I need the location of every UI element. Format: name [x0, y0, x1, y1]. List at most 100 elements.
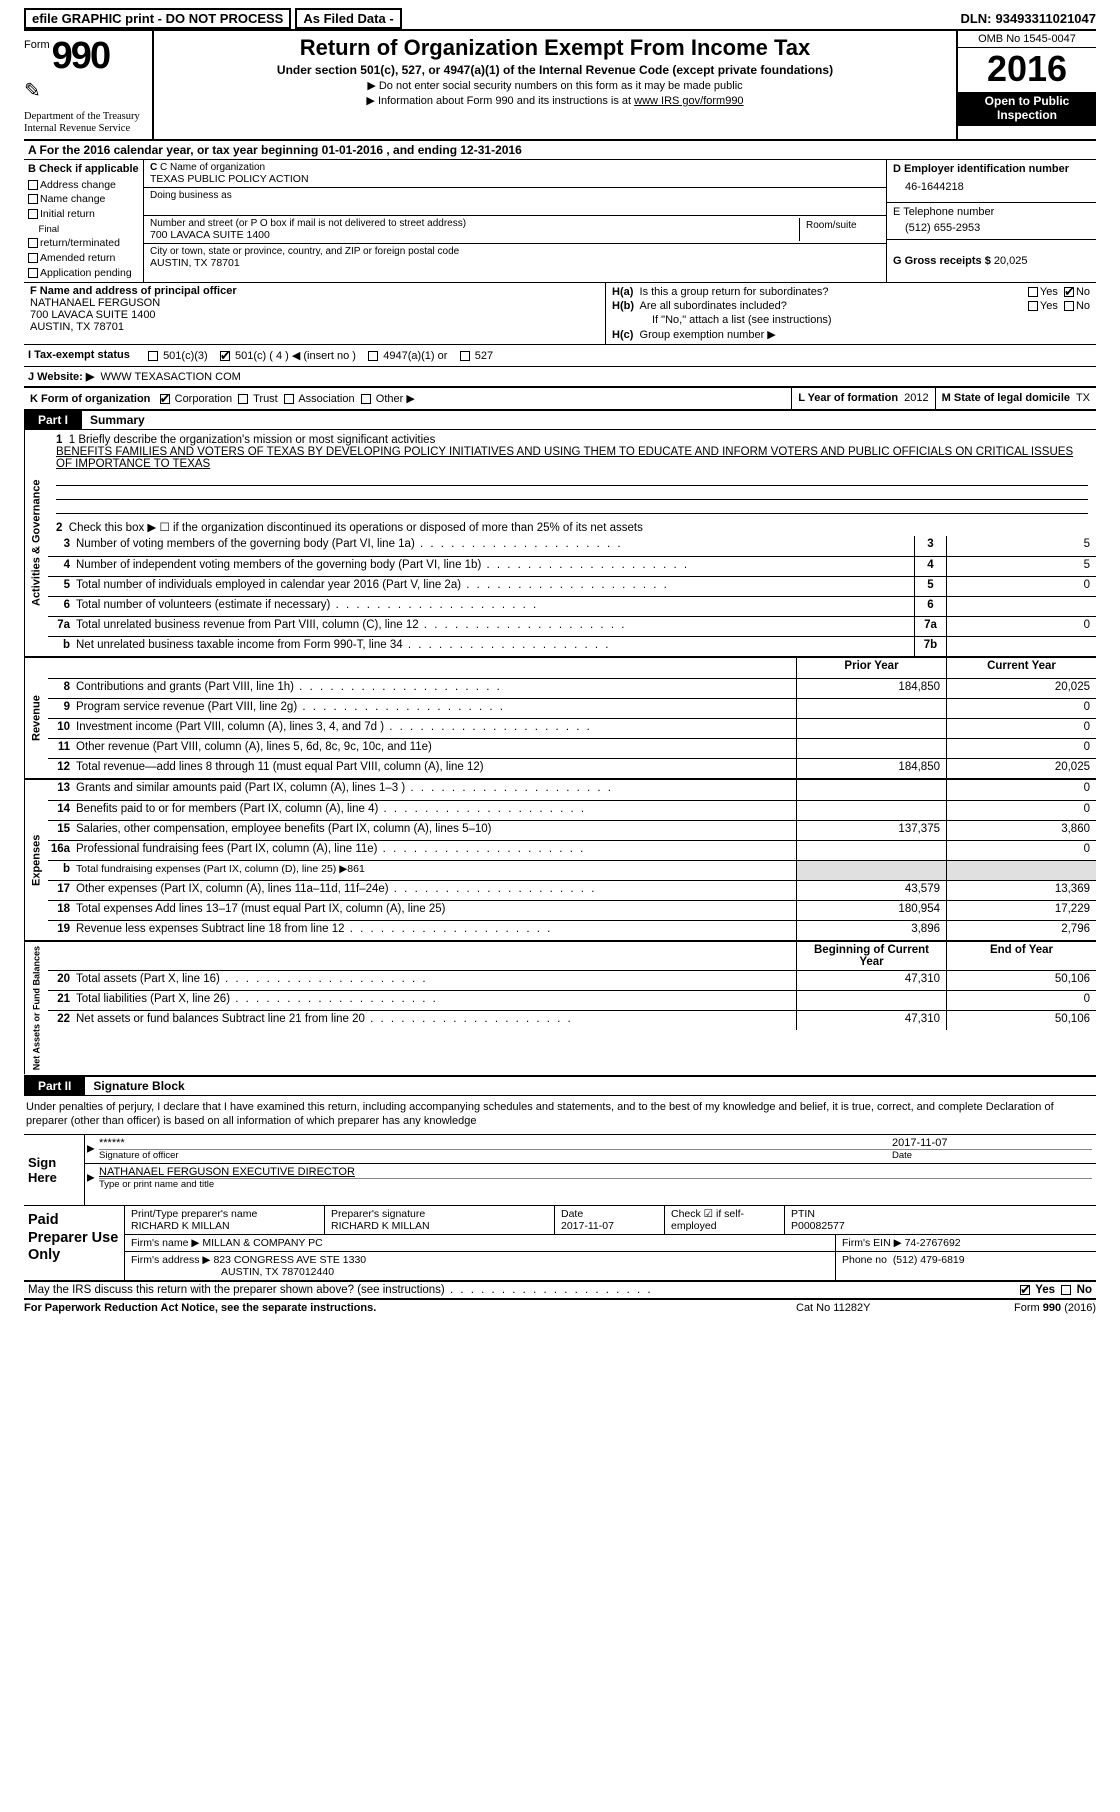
val-22b: 50,106 — [946, 1011, 1096, 1030]
firm-name: MILLAN & COMPANY PC — [202, 1237, 322, 1249]
val-22a: 47,310 — [796, 1011, 946, 1030]
val-5: 0 — [946, 577, 1096, 596]
dept-irs: Internal Revenue Service — [24, 123, 148, 135]
form-subtitle: Under section 501(c), 527, or 4947(a)(1)… — [160, 63, 950, 77]
dept-treasury: Department of the Treasury — [24, 111, 148, 123]
signature-declaration: Under penalties of perjury, I declare th… — [24, 1096, 1096, 1135]
efile-label: efile GRAPHIC print - DO NOT PROCESS — [24, 8, 291, 29]
form-header: Form 990 ✎ Department of the Treasury In… — [24, 31, 1096, 141]
chk-501c3[interactable] — [148, 351, 158, 361]
dln-value: 93493311021047 — [995, 11, 1096, 26]
officer-name: NATHANAEL FERGUSON — [30, 297, 160, 309]
entity-block: B Check if applicable Address change Nam… — [24, 160, 1096, 283]
preparer-date: 2017-11-07 — [561, 1220, 658, 1232]
row-i-tax-status: I Tax-exempt status 501(c)(3) 501(c) ( 4… — [24, 345, 1096, 367]
val-17b: 13,369 — [946, 881, 1096, 900]
val-16ab: 0 — [946, 841, 1096, 860]
chk-ha-no[interactable] — [1064, 287, 1074, 297]
val-10b: 0 — [946, 719, 1096, 738]
website: WWW TEXASACTION COM — [100, 371, 240, 383]
val-9b: 0 — [946, 699, 1096, 718]
irs-link[interactable]: www IRS gov/form990 — [634, 95, 743, 107]
val-21b: 0 — [946, 991, 1096, 1010]
chk-4947[interactable] — [368, 351, 378, 361]
chk-assoc[interactable] — [284, 394, 294, 404]
chk-corp[interactable] — [160, 394, 170, 404]
section-net-assets: Net Assets or Fund Balances — [24, 942, 48, 1074]
firm-phone: (512) 479-6819 — [893, 1254, 965, 1266]
val-15a: 137,375 — [796, 821, 946, 840]
ptin: P00082577 — [791, 1220, 1090, 1232]
omb-number: OMB No 1545-0047 — [958, 31, 1096, 48]
chk-hb-no[interactable] — [1064, 301, 1074, 311]
val-15b: 3,860 — [946, 821, 1096, 840]
instruction-1: ▶ Do not enter social security numbers o… — [160, 79, 950, 92]
form-title: Return of Organization Exempt From Incom… — [160, 35, 950, 61]
chk-discuss-yes[interactable] — [1020, 1285, 1030, 1295]
instruction-2: ▶ Information about Form 990 and its ins… — [160, 94, 950, 107]
chk-address-change[interactable] — [28, 180, 38, 190]
ein: 46-1644218 — [893, 175, 1090, 199]
val-8b: 20,025 — [946, 679, 1096, 698]
val-12a: 184,850 — [796, 759, 946, 778]
val-18a: 180,954 — [796, 901, 946, 920]
org-name: TEXAS PUBLIC POLICY ACTION — [150, 173, 880, 185]
form-word: Form — [24, 39, 50, 51]
val-17a: 43,579 — [796, 881, 946, 900]
val-13b: 0 — [946, 780, 1096, 800]
state-domicile: TX — [1076, 392, 1090, 404]
chk-trust[interactable] — [238, 394, 248, 404]
val-7b — [946, 637, 1096, 656]
section-expenses: Expenses — [24, 780, 48, 940]
val-4: 5 — [946, 557, 1096, 576]
row-k-org-form: K Form of organization Corporation Trust… — [24, 388, 1096, 411]
discuss-row: May the IRS discuss this return with the… — [24, 1282, 1096, 1300]
part-i-header: Part I Summary — [24, 411, 1096, 430]
row-a-tax-year: A For the 2016 calendar year, or tax yea… — [24, 141, 1096, 160]
asfiled-label: As Filed Data - — [295, 8, 401, 29]
chk-discuss-no[interactable] — [1061, 1285, 1071, 1295]
chk-final-return[interactable] — [28, 238, 38, 248]
year-formation: 2012 — [904, 392, 928, 404]
val-7a: 0 — [946, 617, 1096, 636]
preparer-signature: RICHARD K MILLAN — [331, 1220, 548, 1232]
val-19a: 3,896 — [796, 921, 946, 940]
sign-here-block: Sign Here ****** Signature of officer 20… — [24, 1134, 1096, 1206]
tax-year: 2016 — [958, 48, 1096, 92]
section-revenue: Revenue — [24, 658, 48, 778]
chk-527[interactable] — [460, 351, 470, 361]
section-governance: Activities & Governance — [24, 430, 48, 656]
chk-amended[interactable] — [28, 253, 38, 263]
chk-application-pending[interactable] — [28, 268, 38, 278]
row-f-h: F Name and address of principal officer … — [24, 283, 1096, 345]
val-11b: 0 — [946, 739, 1096, 758]
self-employed-check[interactable]: Check ☑ if self-employed — [665, 1206, 785, 1234]
val-20a: 47,310 — [796, 971, 946, 990]
chk-name-change[interactable] — [28, 194, 38, 204]
phone: (512) 655-2953 — [893, 218, 1090, 236]
signature-icon: ✎ — [24, 78, 148, 103]
chk-initial-return[interactable] — [28, 209, 38, 219]
val-20b: 50,106 — [946, 971, 1096, 990]
chk-other[interactable] — [361, 394, 371, 404]
val-3: 5 — [946, 536, 1096, 556]
val-8a: 184,850 — [796, 679, 946, 698]
open-inspection: Open to Public Inspection — [958, 92, 1096, 126]
officer-printed-name: NATHANAEL FERGUSON EXECUTIVE DIRECTOR — [99, 1166, 1092, 1179]
firm-address: 823 CONGRESS AVE STE 1330 — [213, 1254, 366, 1266]
chk-hb-yes[interactable] — [1028, 301, 1038, 311]
val-12b: 20,025 — [946, 759, 1096, 778]
form-number: 990 — [52, 35, 109, 78]
part-ii-header: Part II Signature Block — [24, 1077, 1096, 1096]
preparer-name: RICHARD K MILLAN — [131, 1220, 318, 1232]
gross-receipts: 20,025 — [994, 255, 1028, 267]
city-state-zip: AUSTIN, TX 78701 — [150, 257, 880, 269]
top-banner: efile GRAPHIC print - DO NOT PROCESS As … — [24, 8, 1096, 31]
chk-501c[interactable] — [220, 351, 230, 361]
dba-label: Doing business as — [150, 190, 880, 201]
chk-ha-yes[interactable] — [1028, 287, 1038, 297]
val-18b: 17,229 — [946, 901, 1096, 920]
paid-preparer-block: Paid Preparer Use Only Print/Type prepar… — [24, 1206, 1096, 1282]
row-j-website: J Website: ▶ WWW TEXASACTION COM — [24, 367, 1096, 388]
val-19b: 2,796 — [946, 921, 1096, 940]
